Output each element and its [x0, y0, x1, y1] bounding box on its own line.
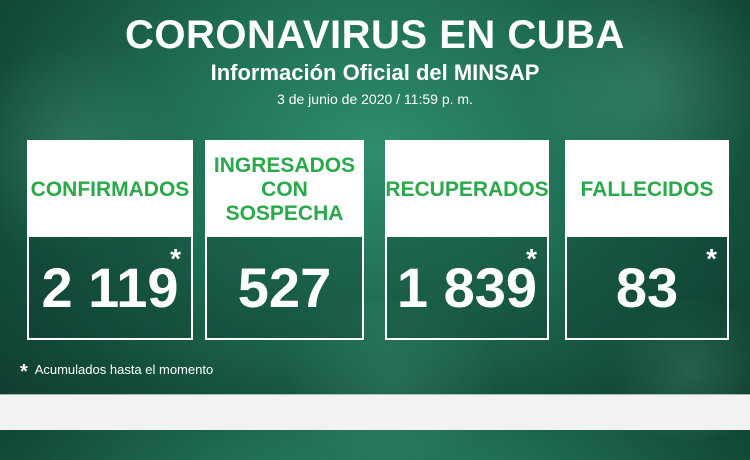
- card-label: INGRESADOS CON SOSPECHA: [207, 142, 362, 237]
- card-label: RECUPERADOS: [385, 142, 549, 237]
- footnote: * Acumulados hasta el momento: [20, 361, 214, 383]
- card-confirmados: CONFIRMADOS 2 119 *: [27, 140, 193, 340]
- card-value-number: 527: [237, 255, 332, 319]
- card-value: 2 119 *: [29, 237, 191, 338]
- card-label: FALLECIDOS: [567, 142, 727, 237]
- card-value-number: 2 119: [41, 255, 179, 319]
- card-recuperados: RECUPERADOS 1 839 *: [385, 140, 549, 340]
- card-value: 527: [207, 237, 362, 338]
- footer-bar: [0, 395, 750, 430]
- card-value-number: 83: [615, 255, 679, 319]
- card-value-number: 1 839: [396, 255, 538, 319]
- asterisk-marker: *: [170, 243, 181, 274]
- divider: [0, 394, 750, 395]
- footnote-text: Acumulados hasta el momento: [34, 362, 214, 377]
- header: CORONAVIRUS EN CUBA Información Oficial …: [0, 12, 750, 108]
- card-ingresados: INGRESADOS CON SOSPECHA 527: [205, 140, 364, 340]
- card-value: 1 839 *: [387, 237, 547, 338]
- page-title: CORONAVIRUS EN CUBA: [125, 13, 625, 57]
- asterisk-marker: *: [706, 243, 717, 274]
- asterisk-marker: *: [526, 243, 537, 274]
- card-label: CONFIRMADOS: [29, 142, 191, 237]
- card-fallecidos: FALLECIDOS 83 *: [565, 140, 729, 340]
- report-date: 3 de junio de 2020 / 11:59 p. m.: [277, 91, 473, 107]
- card-value: 83 *: [567, 237, 727, 338]
- footnote-asterisk: *: [20, 361, 28, 383]
- page-subtitle: Información Oficial del MINSAP: [210, 60, 540, 85]
